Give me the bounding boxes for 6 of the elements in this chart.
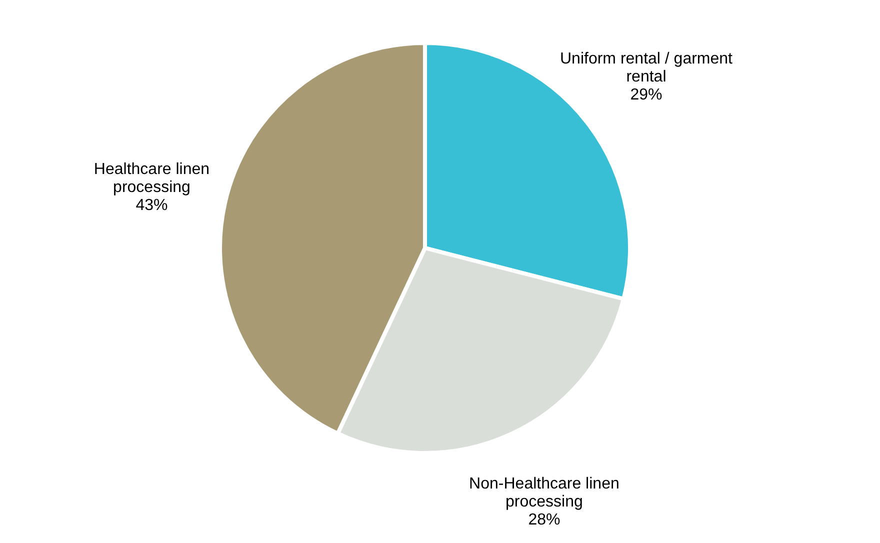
data-label: 43% (136, 196, 168, 214)
slice-label: Healthcare linen processing (94, 160, 210, 196)
slice-label: Uniform rental / garment rental (560, 50, 734, 86)
slice-label: Non-Healthcare linen processing (469, 475, 620, 510)
data-label: 28% (528, 511, 560, 528)
data-label: 29% (630, 86, 662, 104)
